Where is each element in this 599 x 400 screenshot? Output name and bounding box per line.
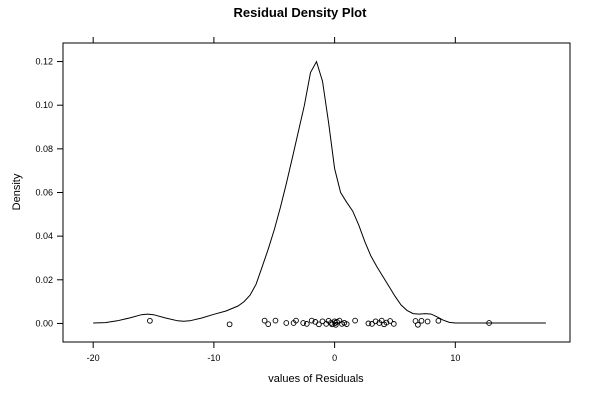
residual-point bbox=[424, 318, 431, 325]
residual-point bbox=[343, 321, 350, 327]
x-tick-label: -20 bbox=[87, 353, 100, 363]
y-tick-label: 0.08 bbox=[35, 144, 53, 154]
y-tick-label: 0.12 bbox=[35, 57, 53, 67]
residual-point bbox=[308, 317, 315, 324]
x-tick-label: 10 bbox=[450, 353, 460, 363]
residual-point bbox=[435, 317, 442, 324]
residual-point bbox=[272, 317, 279, 324]
x-tick-label: 0 bbox=[332, 353, 337, 363]
x-tick-label: -10 bbox=[207, 353, 220, 363]
residual-point bbox=[226, 321, 233, 328]
y-tick-label: 0.04 bbox=[35, 231, 53, 241]
residual-point bbox=[365, 320, 372, 327]
y-tick-label: 0.10 bbox=[35, 100, 53, 110]
density-curve bbox=[93, 60, 546, 324]
residual-point bbox=[352, 317, 358, 324]
x-axis-label: values of Residuals bbox=[268, 373, 364, 385]
plot-frame bbox=[62, 42, 571, 343]
residual-point bbox=[319, 318, 326, 325]
residual-point bbox=[332, 321, 339, 328]
residual-point bbox=[303, 321, 310, 327]
residual-point bbox=[147, 317, 153, 324]
chart-title: Residual Density Plot bbox=[234, 5, 368, 20]
residual-point bbox=[293, 317, 299, 324]
residual-point bbox=[486, 320, 492, 326]
y-tick-label: 0.06 bbox=[35, 188, 53, 198]
residual-point bbox=[283, 320, 290, 326]
residual-point bbox=[300, 320, 307, 326]
residual-point bbox=[261, 317, 268, 324]
residual-point bbox=[415, 321, 421, 328]
y-tick-label: 0.02 bbox=[35, 275, 53, 285]
residual-point bbox=[369, 321, 375, 327]
y-tick-label: 0.00 bbox=[35, 318, 53, 328]
residual-point bbox=[390, 321, 397, 327]
residual-point bbox=[387, 318, 393, 324]
residual-point bbox=[265, 321, 272, 327]
y-axis-label: Density bbox=[11, 173, 23, 210]
residual-point bbox=[418, 317, 425, 324]
residual-point bbox=[383, 319, 390, 326]
residual-point bbox=[316, 321, 322, 328]
